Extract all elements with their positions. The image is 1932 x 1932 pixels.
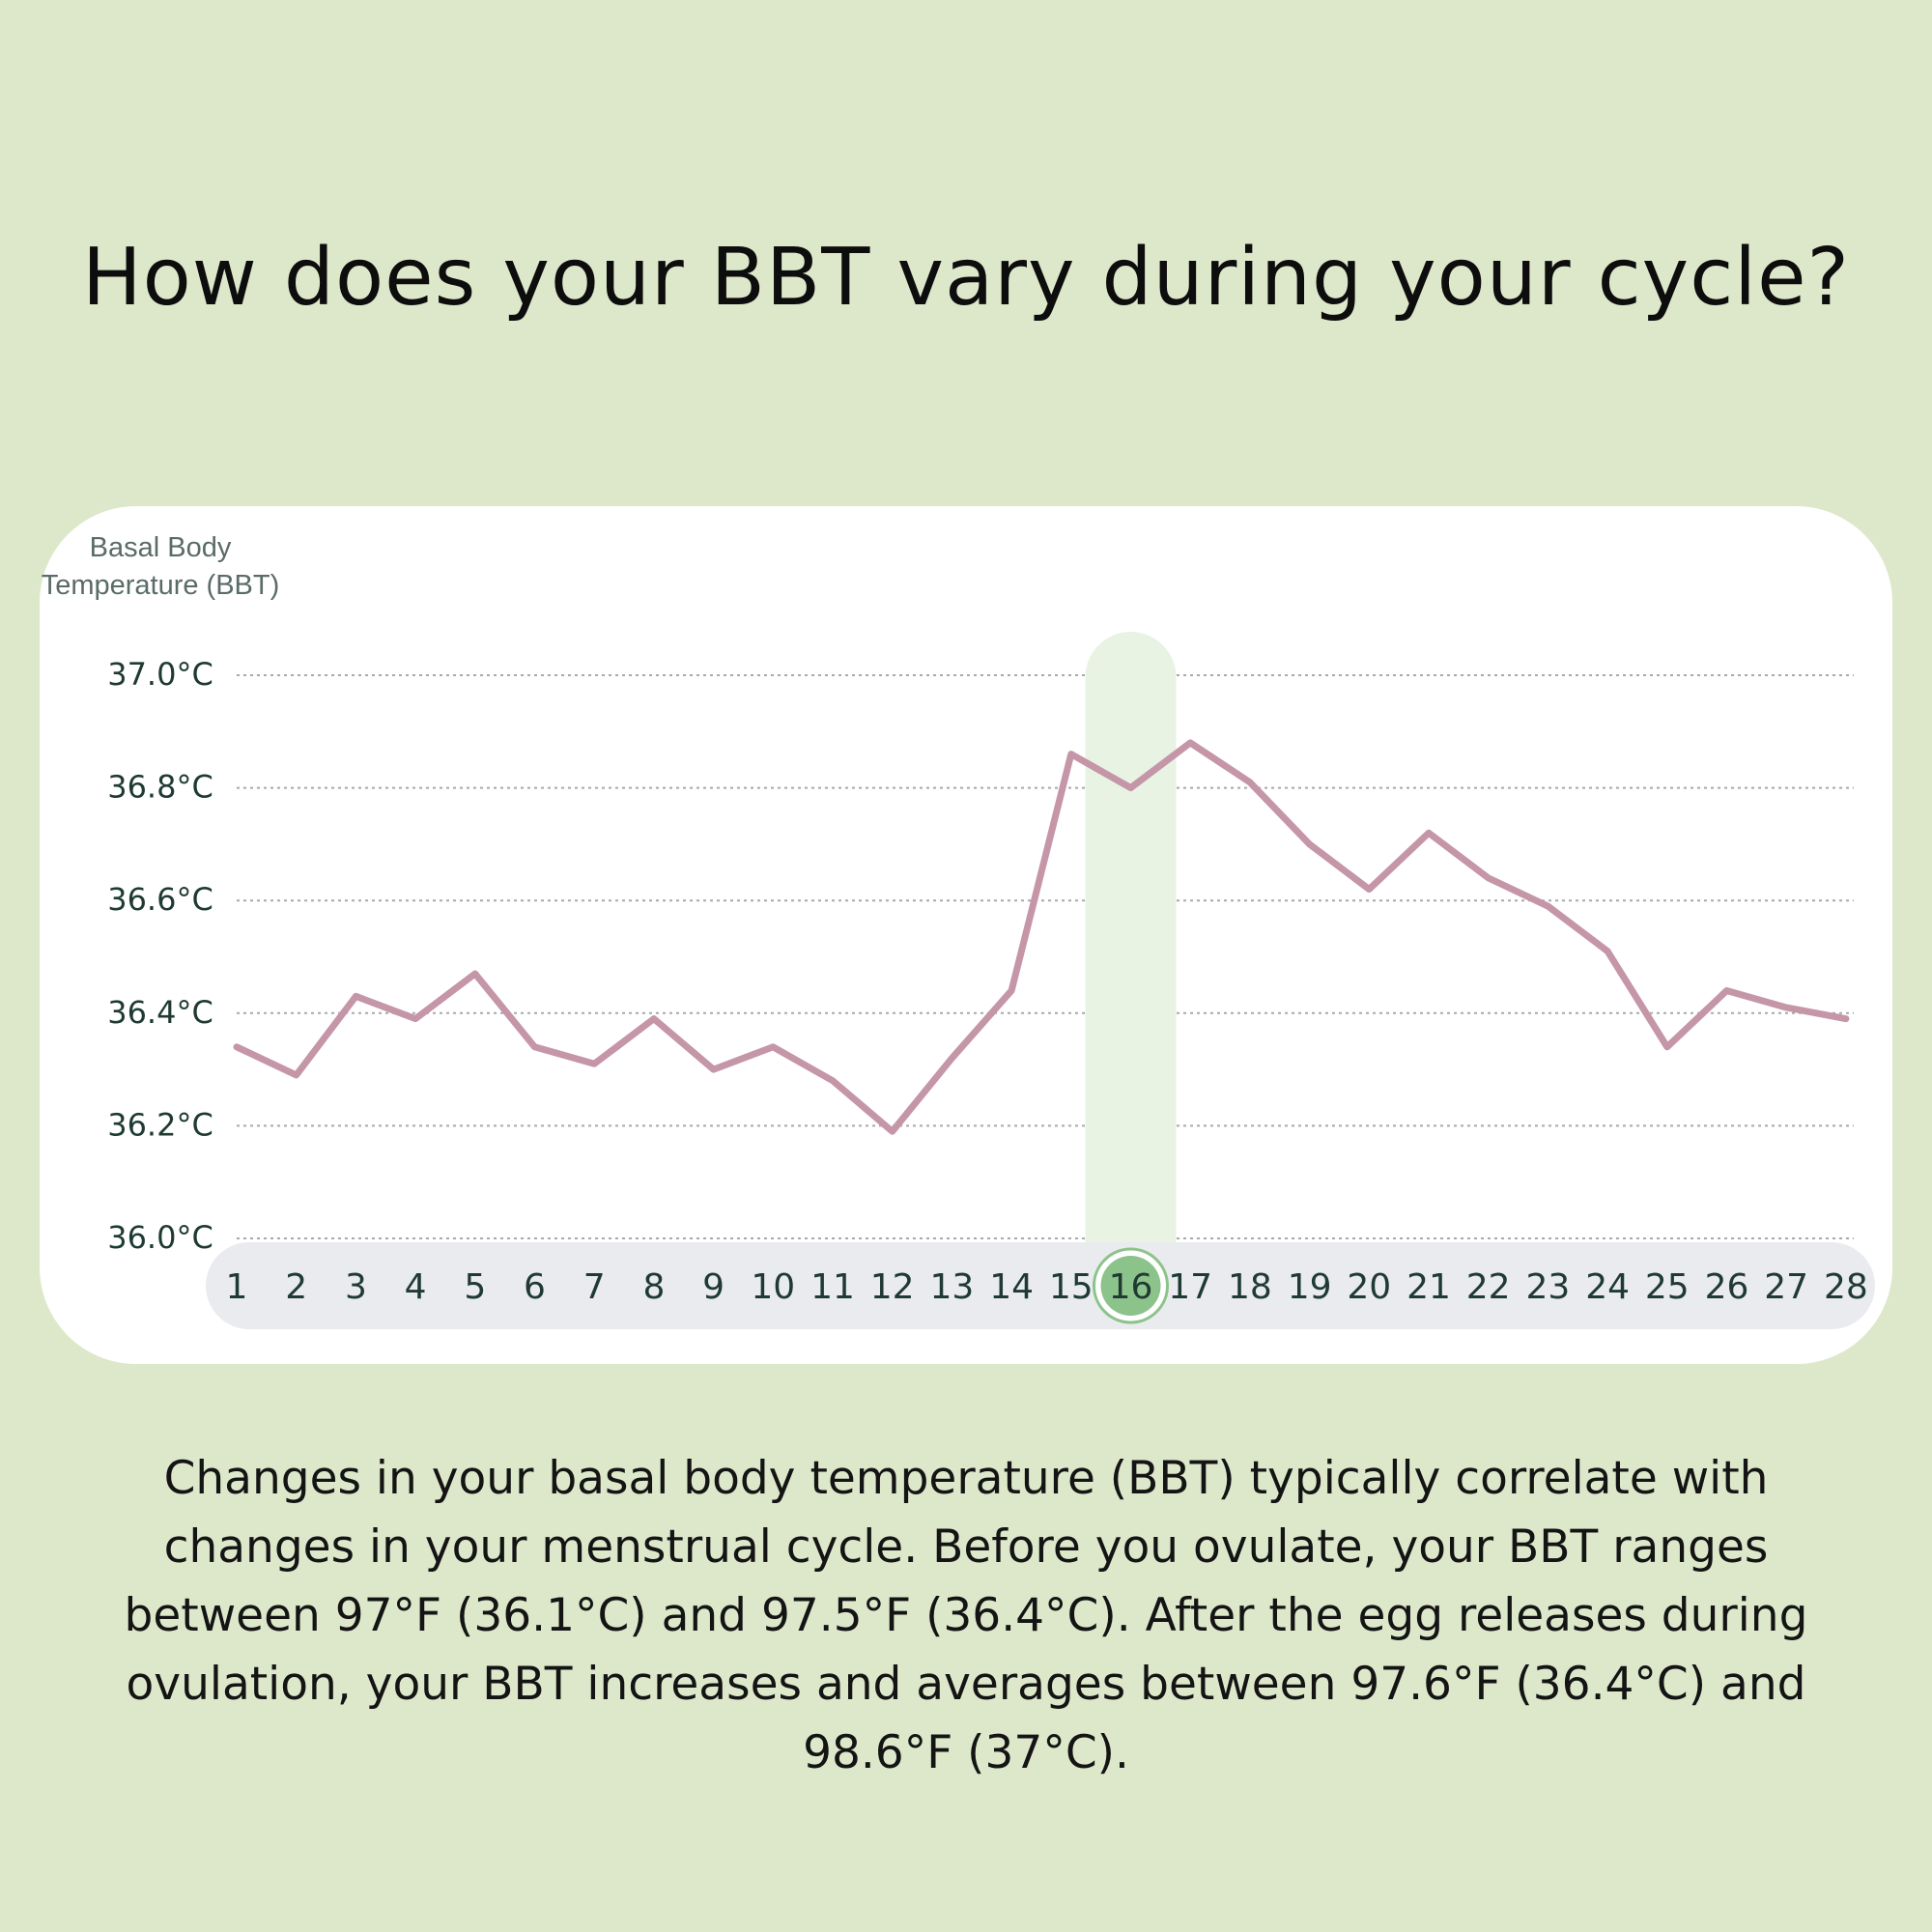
- x-tick-label: 10: [751, 1267, 795, 1307]
- bbt-series-line: [233, 739, 1850, 1135]
- day-axis-track: [206, 1242, 1875, 1329]
- x-tick-label: 21: [1406, 1267, 1451, 1307]
- x-tick-label: 26: [1705, 1267, 1749, 1307]
- x-tick-label: 6: [524, 1267, 546, 1307]
- highlight-day-circle: [1100, 1256, 1161, 1316]
- y-tick-label: 36.4°C: [107, 994, 213, 1031]
- x-tick-label: 18: [1228, 1267, 1272, 1307]
- x-tick-label: 4: [405, 1267, 427, 1307]
- y-tick-label: 36.6°C: [107, 881, 213, 918]
- y-tick-label: 36.2°C: [107, 1106, 213, 1143]
- x-tick-label: 12: [870, 1267, 915, 1307]
- x-tick-label: 28: [1824, 1267, 1868, 1307]
- x-tick-label: 24: [1585, 1267, 1630, 1307]
- bbt-line-chart: Basal Body Temperature (BBT) 37.0°C 36.8°…: [42, 532, 1875, 1329]
- y-tick-label: 36.8°C: [107, 769, 213, 806]
- x-tick-label: 27: [1764, 1267, 1808, 1307]
- x-tick-label: 25: [1645, 1267, 1690, 1307]
- x-tick-label: 8: [642, 1267, 665, 1307]
- page-title: How does your BBT vary during your cycle…: [81, 232, 1851, 324]
- y-tick-label: 37.0°C: [107, 656, 213, 693]
- x-tick-label: 9: [702, 1267, 724, 1307]
- x-tick-label: 2: [285, 1267, 307, 1307]
- x-tick-label: 22: [1466, 1267, 1511, 1307]
- x-tick-label: 7: [583, 1267, 606, 1307]
- y-axis-label-line-1: Basal Body: [90, 532, 232, 563]
- x-tick-label: 20: [1347, 1267, 1391, 1307]
- y-axis-label-line-2: Temperature (BBT): [42, 570, 280, 601]
- x-tick-label: 13: [929, 1267, 974, 1307]
- description-text: Changes in your basal body temperature (…: [124, 1452, 1808, 1779]
- x-tick-label: 11: [810, 1267, 855, 1307]
- x-tick-label: 14: [989, 1267, 1034, 1307]
- x-tick-label: 16: [1109, 1267, 1153, 1307]
- x-tick-label: 17: [1168, 1267, 1212, 1307]
- chart-card: Basal Body Temperature (BBT) 37.0°C 36.8°…: [40, 506, 1892, 1364]
- x-tick-label: 23: [1525, 1267, 1570, 1307]
- y-tick-label: 36.0°C: [107, 1219, 213, 1256]
- x-tick-label: 3: [345, 1267, 367, 1307]
- x-tick-label: 19: [1288, 1267, 1332, 1307]
- ovulation-highlight-band: [1085, 632, 1177, 1327]
- x-tick-label: 5: [464, 1267, 486, 1307]
- x-tick-label: 1: [226, 1267, 248, 1307]
- x-tick-label: 15: [1049, 1267, 1094, 1307]
